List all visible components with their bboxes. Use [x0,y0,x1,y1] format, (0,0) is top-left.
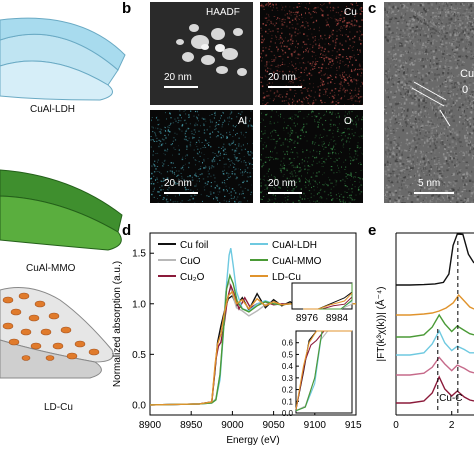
eds-tile-cu: Cu 20 nm [260,2,363,105]
panel-d-letter: d [122,222,132,239]
al-scale-bar [164,192,198,194]
eds-tile-al: Al 20 nm [150,110,253,203]
legend-entry: Cu foil [180,240,208,251]
x-tick-label: 8950 [180,420,203,431]
haadf-scale-text: 20 nm [164,72,192,83]
hrtem-label-d: 0 [462,84,469,96]
exafs-series-2 [396,313,474,338]
exafs-x-tick-label: 2 [449,420,455,431]
panel-c-letter: c [368,0,377,17]
lattice-marker [411,81,451,127]
panel-b-letter: b [122,0,132,17]
inset-bottom-tick-label: 0.3 [282,374,294,383]
haadf-label: HAADF [206,7,240,18]
inset-bottom-line [295,330,352,410]
hrtem-image: Cu 0 5 nm [384,2,474,203]
o-scale-text: 20 nm [268,178,296,189]
cu-label: Cu [344,7,357,18]
legend-entry: CuO [180,256,201,267]
o-scale-bar [268,192,302,194]
exafs-x-tick-label: 0 [393,420,399,431]
eds-tile-haadf: HAADF 20 nm [150,2,253,105]
xanes-axes-frame [149,232,357,416]
inset-top-frame [291,282,353,310]
o-label: O [344,116,352,127]
cual-ldh-sketch [0,17,126,101]
inset-top-tick-label: 8976 [296,313,319,324]
hrtem-scale-bar [414,192,454,194]
inset-bottom-frame [295,330,353,414]
legend-entry: LD-Cu [272,272,301,283]
haadf-scale-bar [164,86,198,88]
exafs-series-0 [396,233,474,286]
y-tick-label: 0.0 [132,400,146,411]
legend-entry: CuAl-MMO [272,256,322,267]
label-cual-mmo: CuAl-MMO [26,263,76,274]
inset-bottom-tick-label: 0.2 [282,386,294,395]
legend-entry: CuAl-LDH [272,240,317,251]
o-map [260,110,363,203]
x-axis-label: Energy (eV) [226,435,279,446]
x-tick-label: 9100 [304,420,327,431]
inset-bottom-tick-label: 0.1 [282,397,294,406]
hrtem-label-cu: Cu [460,68,474,80]
eds-tile-o: O 20 nm [260,110,363,203]
exafs-chart: 0 2 |FT(k³χ(k))| (Å⁻⁴) Cu-C [374,232,474,431]
al-map [150,110,253,203]
panel-e-letter: e [368,222,377,239]
cu-scale-text: 20 nm [268,72,296,83]
exafs-series-5 [396,375,474,404]
x-tick-label: 9000 [221,420,244,431]
ld-cu-sketch [0,287,114,379]
al-scale-text: 20 nm [164,178,192,189]
hrtem-texture [384,2,474,203]
exafs-series-1 [396,293,474,316]
panel-a-structures [0,17,126,379]
inset-bottom-tick-label: 0.5 [282,350,294,359]
inset-top-tick-label: 8984 [326,313,349,324]
y-tick-label: 0.5 [132,350,146,361]
exafs-series-3 [396,329,474,356]
inset-top-line [303,292,353,310]
y-tick-label: 1.5 [132,249,146,260]
x-tick-label: 9050 [262,420,285,431]
exafs-annotation: Cu-C [439,393,462,404]
inset-bottom-tick-label: 0.4 [282,362,294,371]
inset-bottom-tick-label: 0.6 [282,339,294,348]
exafs-y-axis-label: |FT(k³χ(k))| (Å⁻⁴) [374,287,387,362]
y-tick-label: 1.0 [132,299,146,310]
cu-scale-bar [268,86,302,88]
cual-mmo-sketch [0,169,123,251]
y-axis-label: Normalized absorption (a.u.) [112,261,123,387]
exafs-series-4 [396,356,474,376]
inset-bottom-tick-label: 0.0 [282,409,294,418]
legend-entry: Cu₂O [180,272,205,283]
label-cual-ldh: CuAl-LDH [30,104,76,115]
hrtem-scale-text: 5 nm [418,178,441,189]
x-tick-label: 8900 [139,420,162,431]
label-ld-cu: LD-Cu [44,402,73,413]
al-label: Al [238,116,247,127]
